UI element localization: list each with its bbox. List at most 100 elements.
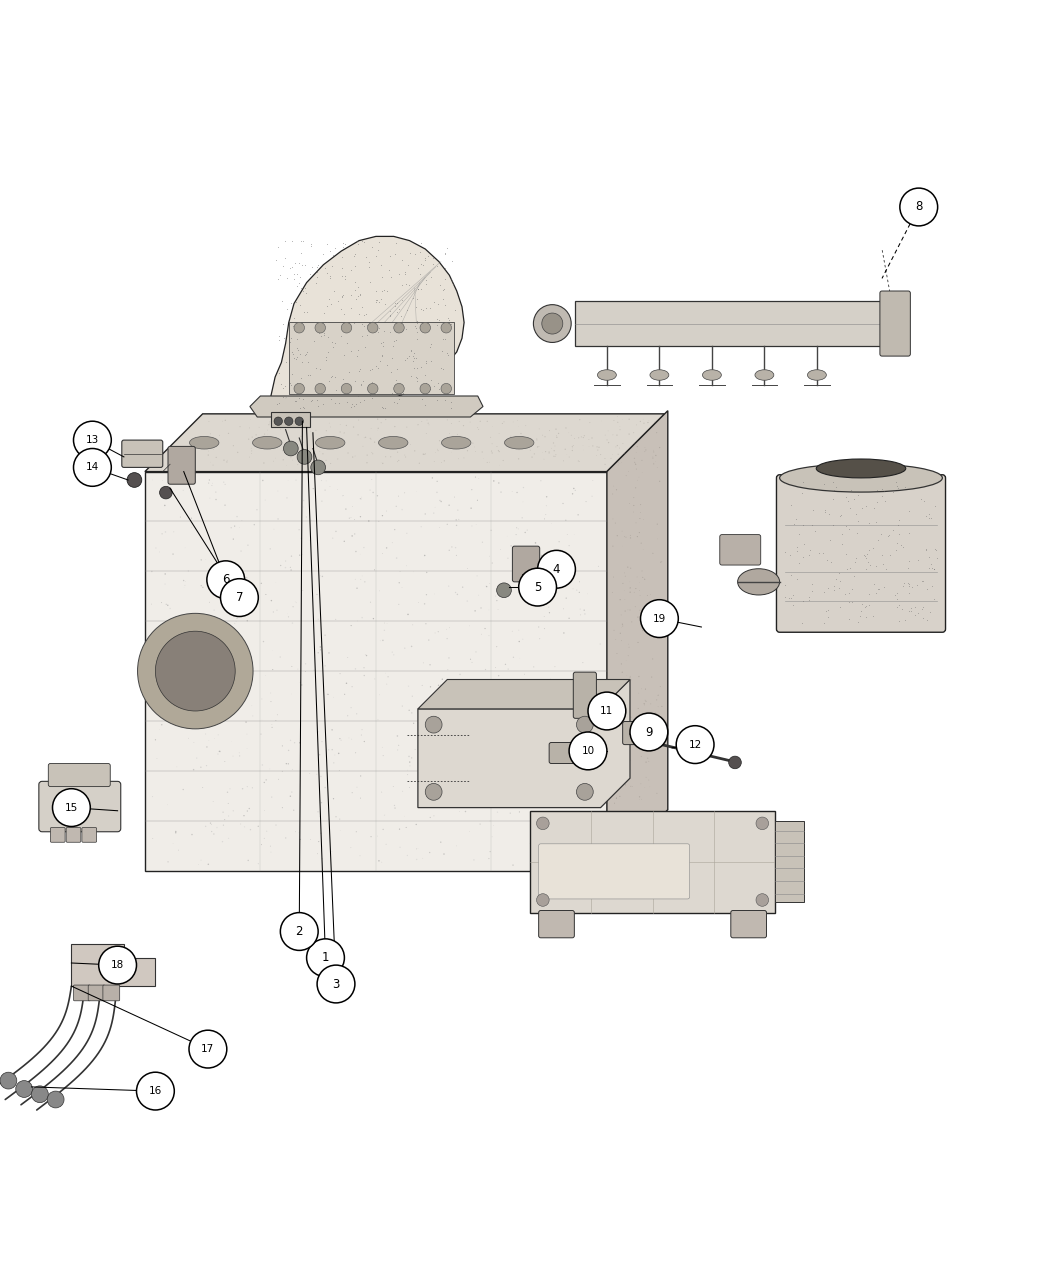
Point [416,546,433,566]
Point [441,380,458,400]
Point [789,541,805,561]
Point [387,496,404,516]
Point [317,655,334,676]
Point [620,599,636,620]
Point [607,513,624,533]
Point [285,315,301,335]
Point [593,741,610,761]
Point [821,529,838,550]
Point [554,701,571,722]
Point [927,538,944,558]
Point [288,292,304,312]
Point [298,302,315,323]
Point [185,760,202,780]
Point [342,397,359,417]
Point [541,421,558,441]
Point [312,806,329,826]
Point [846,552,863,572]
Point [430,676,447,696]
Point [888,597,905,617]
Point [611,680,628,700]
Point [450,509,467,529]
Polygon shape [775,821,804,903]
Point [412,775,428,796]
Circle shape [576,783,593,801]
Point [277,375,294,395]
Point [632,495,649,515]
Point [352,544,369,565]
Point [186,641,203,662]
Point [890,510,907,530]
Point [396,483,413,504]
Point [555,450,572,470]
Point [194,778,211,798]
Point [417,320,434,340]
Point [648,704,665,724]
Point [611,787,628,807]
Point [907,597,924,617]
Point [271,265,288,286]
Point [393,380,410,400]
Point [848,523,865,543]
Point [921,558,938,579]
Point [482,842,499,862]
Point [272,374,289,394]
Point [323,295,340,315]
Point [210,743,227,764]
Point [339,706,356,727]
Point [297,654,314,674]
Point [382,301,399,321]
Point [611,454,628,474]
Point [578,491,594,511]
Point [320,288,337,309]
Point [334,258,351,278]
Point [256,773,273,793]
Point [313,470,330,491]
Point [591,676,608,696]
Point [372,631,388,652]
Point [630,683,647,704]
Point [419,409,436,430]
Point [412,316,428,337]
Point [220,829,237,849]
Circle shape [16,1081,33,1098]
Point [504,481,521,501]
Point [637,768,654,788]
Point [322,454,339,474]
Point [446,338,463,358]
Point [333,431,350,451]
Point [546,440,563,460]
Point [280,607,297,627]
Point [476,725,492,746]
Point [356,305,373,325]
Point [356,537,373,557]
Point [354,607,371,627]
Point [338,416,355,436]
Point [356,337,373,357]
Point [378,501,395,521]
Point [642,584,658,604]
Point [782,495,799,515]
Point [327,745,343,765]
Point [867,583,884,603]
Point [878,558,895,579]
Point [360,251,377,272]
Point [201,688,217,709]
Point [277,352,294,372]
Point [471,743,488,764]
Point [352,488,369,509]
Point [270,269,287,289]
Point [417,365,434,385]
Point [794,483,811,504]
Point [647,451,664,472]
Point [349,611,365,631]
Point [292,244,309,264]
Point [467,467,484,487]
Point [197,724,214,745]
Point [388,292,405,312]
Text: 2: 2 [295,924,303,938]
Point [495,450,511,470]
Point [541,442,558,463]
FancyBboxPatch shape [573,672,596,718]
Point [918,541,935,561]
